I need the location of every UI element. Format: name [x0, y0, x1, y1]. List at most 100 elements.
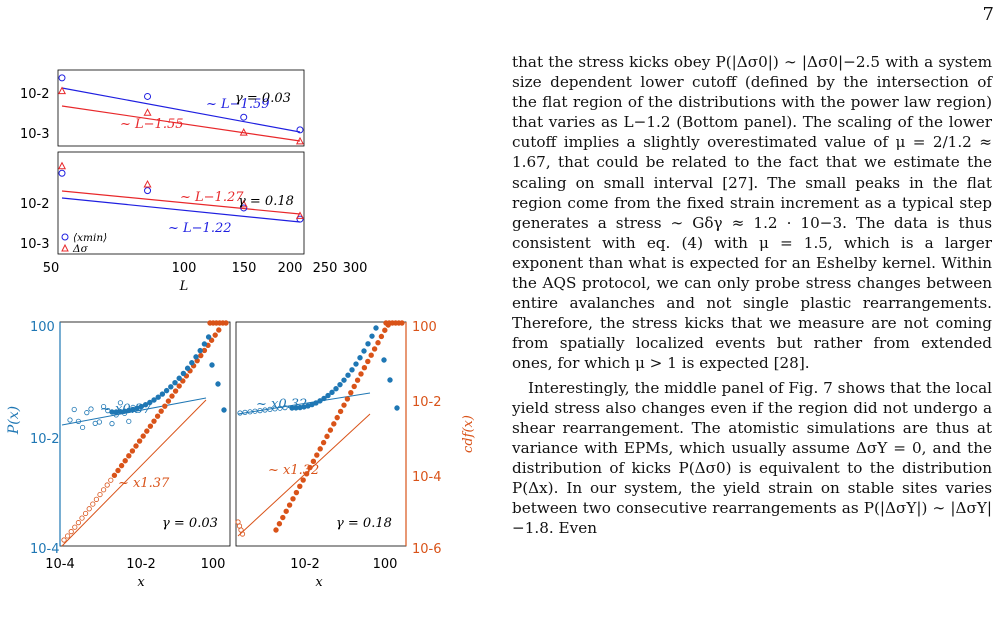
bottom-y-left-tick-3: 10-4: [30, 542, 60, 557]
bottom-left-fit-orange-label: ~ x1.37: [118, 476, 170, 491]
bl-blue-13: [163, 387, 170, 394]
bottom-y-right-tick-4: 10-6: [412, 542, 442, 557]
bl-blue-11: [155, 394, 161, 400]
bl-orange-8: [140, 433, 146, 439]
br-blue-15: [349, 367, 355, 373]
top-xtick-100: 100: [172, 261, 197, 276]
br-blue-9: [325, 392, 331, 399]
bl-orange-16: [169, 393, 175, 399]
bl-orange-17: [172, 388, 179, 394]
br-orange-14: [320, 439, 327, 446]
bottom-y-right-tick-3: 10-4: [412, 470, 442, 485]
bl-blue-24: [209, 362, 215, 368]
bl-blue-open-2: [75, 418, 82, 424]
br-blue-open-8: [277, 405, 283, 411]
top-b-dsigma-marker-2: [239, 199, 248, 208]
bl-orange-4: [126, 453, 132, 459]
top-b-markers: [57, 161, 305, 223]
br-blue-18: [361, 348, 367, 354]
bl-blue-open-8: [101, 404, 107, 410]
br-orange-22: [348, 389, 354, 396]
bl-orange-7: [136, 438, 143, 444]
bl-orange-open-4: [75, 520, 82, 526]
top-a-dsigma-marker-0: [57, 86, 67, 95]
bottom-left-panel: ~ x0.37 ~ x1.37 γ = 0.03: [59, 320, 231, 547]
br-orange-16: [327, 427, 334, 433]
bl-orange-0: [111, 472, 118, 479]
br-orange-19: [337, 408, 344, 415]
bottom-left-x-label: x: [137, 575, 145, 590]
br-blue-19: [365, 341, 371, 347]
bottom-y-left-tick-2: 10-2: [30, 432, 60, 447]
top-b-xmin-marker-0: [58, 169, 66, 177]
bottom-right-xtick-2: 100: [373, 557, 398, 572]
br-orange-30: [375, 340, 381, 346]
body-paragraph-2: Interestingly, the middle panel of Fig. …: [512, 378, 992, 538]
br-blue-open-0: [237, 410, 243, 416]
bottom-right-panel: ~ x0.32 ~ x1.32 γ = 0.18: [235, 320, 407, 547]
top-b-xmin-marker-3: [296, 215, 304, 223]
bl-orange-15: [165, 398, 172, 404]
br-orange-26: [361, 364, 368, 371]
br-blue-14: [345, 372, 351, 378]
br-orange-24: [354, 377, 361, 383]
bl-orange-open-13: [108, 477, 114, 483]
bl-blue-22: [201, 341, 208, 347]
bottom-y-right-tick-2: 10-2: [412, 395, 442, 410]
br-blue-open-5: [262, 407, 268, 413]
br-orange-4: [286, 502, 293, 508]
bl-orange-open-2: [68, 529, 74, 535]
bl-blue-open-3: [80, 424, 86, 431]
br-orange-6: [293, 489, 300, 496]
bl-orange-13: [158, 408, 164, 414]
bl-orange-open-11: [101, 487, 107, 493]
br-blue-12: [337, 381, 343, 388]
bl-blue-open-14: [126, 418, 132, 424]
body-text-column: that the stress kicks obey P(|Δσ0|) ∼ |Δ…: [512, 52, 992, 538]
bl-orange-3: [122, 458, 128, 464]
br-orange-1: [276, 521, 283, 527]
br-blue-8: [321, 395, 327, 402]
br-orange-20: [341, 402, 347, 408]
top-a-markers: [57, 74, 305, 145]
top-b-ytick-2: 10-3: [20, 237, 50, 252]
bottom-left-fit-orange: [61, 399, 207, 547]
top-xtick-300: 300: [343, 261, 368, 276]
bottom-left-frame: [59, 321, 231, 547]
br-orange-18: [334, 414, 340, 421]
top-a-dsigma-marker-2: [239, 128, 248, 136]
bl-orange-open-0: [61, 537, 67, 543]
br-blue-13: [341, 377, 347, 383]
br-orange-21: [344, 396, 351, 402]
bottom-left-fit-blue-label: ~ x0.37: [100, 402, 152, 417]
top-panel-a-frame: [57, 69, 305, 147]
br-blue-16: [353, 361, 359, 367]
br-orange-23: [351, 383, 357, 390]
br-blue-open-1: [242, 409, 248, 415]
br-orange-11: [310, 458, 317, 465]
top-b-dsigma-marker-3: [295, 211, 305, 219]
bl-orange-open-12: [104, 482, 110, 488]
br-blue-open-3: [252, 408, 258, 414]
top-a-dsigma-marker-3: [295, 136, 305, 145]
bl-orange-29: [216, 327, 222, 333]
top-a-fit-blue-line: [61, 87, 301, 133]
bl-blue-9: [147, 399, 153, 406]
bl-blue-open-6: [92, 420, 98, 426]
br-orange-39: [399, 320, 405, 326]
bottom-right-x-label: x: [315, 575, 323, 590]
br-orange-8: [300, 477, 306, 483]
bl-blue-20: [193, 354, 199, 360]
page-number: 7: [982, 4, 994, 25]
bl-orange-5: [129, 448, 136, 454]
br-blue-7: [317, 398, 323, 404]
top-a-xmin-marker-0: [58, 74, 66, 82]
br-blue-11: [333, 386, 339, 392]
br-blue-21: [373, 325, 379, 331]
bl-blue-21: [197, 347, 203, 354]
br-orange-open-3: [239, 531, 246, 537]
bl-orange-11: [151, 418, 157, 424]
bl-blue-8: [142, 401, 149, 408]
body-paragraph-1: that the stress kicks obey P(|Δσ0|) ∼ |Δ…: [512, 53, 992, 373]
top-a-fit-blue-label: ~ L−1.59: [206, 97, 270, 112]
